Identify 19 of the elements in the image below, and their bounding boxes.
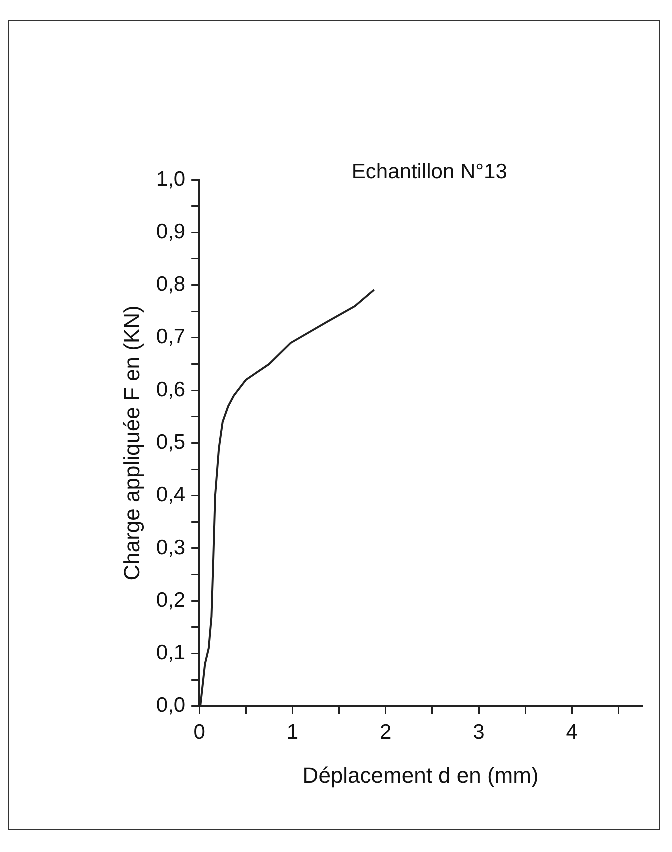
y-tick-label: 0,7	[156, 326, 186, 349]
y-tick-label: 0,5	[156, 430, 186, 454]
y-tick-label: 0,6	[156, 378, 186, 402]
y-tick-label: 0,1	[156, 642, 186, 665]
x-axis-title: Déplacement d en (mm)	[302, 762, 539, 788]
x-tick-label: 1	[286, 720, 299, 744]
chart-title: Echantillon N°13	[352, 160, 508, 184]
y-axis-title: Charge appliquée F en (KN)	[119, 306, 144, 581]
y-tick-label: 0,3	[156, 536, 186, 560]
y-tick-label: 0,4	[156, 484, 186, 507]
y-tick-label: 0,2	[156, 588, 186, 612]
y-tick-label: 0,0	[156, 694, 186, 718]
y-tick-label: 1,0	[156, 168, 186, 191]
x-tick-label: 3	[473, 720, 485, 744]
y-tick-label: 0,8	[156, 273, 186, 296]
x-tick-label: 0	[194, 720, 206, 744]
x-tick-label: 4	[566, 720, 578, 744]
x-tick-label: 2	[380, 720, 392, 744]
y-tick-label: 0,9	[156, 220, 186, 244]
